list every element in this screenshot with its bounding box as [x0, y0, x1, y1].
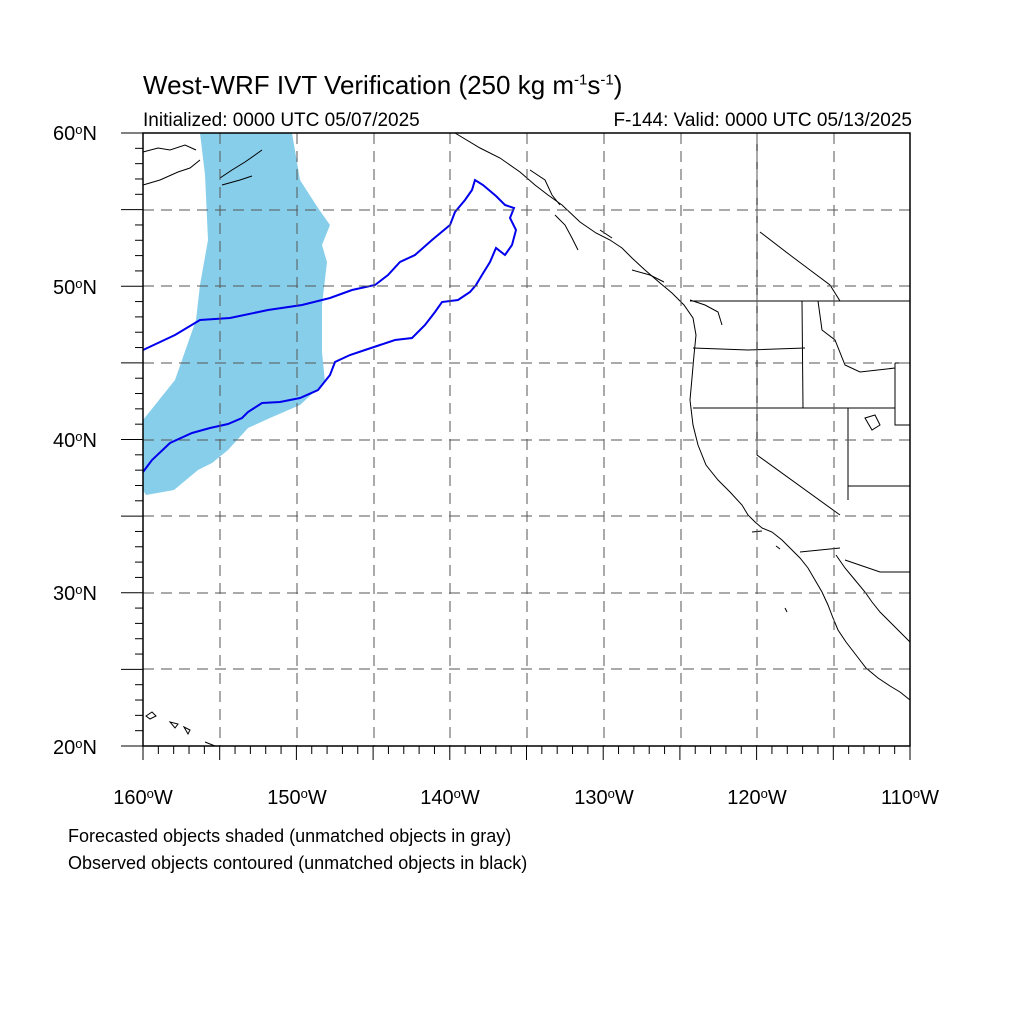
coastline-baja-gulf — [835, 554, 911, 643]
lat-label-40n: 40oN — [53, 429, 97, 452]
tick-marks — [121, 132, 911, 760]
coastline-southeast-alaska — [529, 169, 723, 326]
coastline-alaska — [142, 144, 263, 186]
great-salt-lake — [864, 414, 881, 431]
lon-label-120w: 120oW — [727, 786, 787, 809]
footnote-observed: Observed objects contoured (unmatched ob… — [68, 853, 528, 873]
lon-label-160w: 160oW — [113, 786, 173, 809]
lat-label-30n: 30oN — [53, 582, 97, 605]
valid-time: F-144: Valid: 0000 UTC 05/13/2025 — [613, 110, 912, 131]
lon-label-110w: 110oW — [880, 786, 940, 809]
lon-label-140w: 140oW — [420, 786, 480, 809]
lon-label-150w: 150oW — [267, 786, 327, 809]
lon-label-130w: 130oW — [574, 786, 634, 809]
initialized-time: Initialized: 0000 UTC 05/07/2025 — [143, 110, 420, 131]
lat-label-20n: 20oN — [53, 736, 97, 759]
state-borders — [692, 133, 910, 573]
footnote-forecast: Forecasted objects shaded (unmatched obj… — [68, 826, 512, 846]
observed-object-contour — [142, 178, 518, 473]
hawaii-islands — [145, 711, 216, 747]
lat-label-50n: 50oN — [53, 276, 97, 299]
coastline-west-coast — [454, 132, 911, 701]
forecast-object-shaded — [143, 133, 330, 495]
lat-label-60n: 60oN — [53, 122, 97, 145]
gridlines — [143, 133, 910, 746]
chart-title: West-WRF IVT Verification (250 kg m-1s-1… — [143, 70, 623, 100]
